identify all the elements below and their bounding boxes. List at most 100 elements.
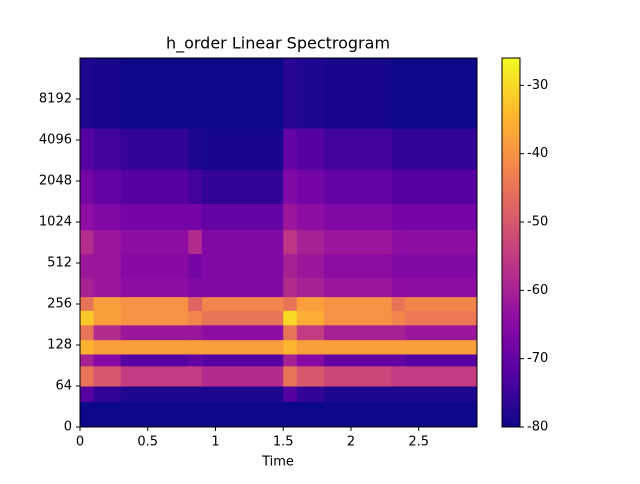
cell: [120, 253, 189, 279]
cell: [188, 169, 203, 205]
cell: [201, 203, 284, 231]
cell: [296, 128, 325, 170]
cell: [201, 169, 284, 205]
cell: [405, 365, 478, 387]
cell: [283, 277, 298, 298]
colorbar-tick-label: -80: [527, 420, 548, 435]
cell: [283, 253, 298, 279]
cell: [93, 353, 122, 367]
cell: [391, 253, 406, 279]
cell: [93, 169, 122, 205]
cell: [391, 401, 406, 428]
cell: [391, 58, 406, 129]
cell: [188, 203, 203, 231]
cell: [120, 169, 189, 205]
cell: [296, 339, 325, 355]
x-tick-label: 2.5: [408, 435, 429, 450]
colorbar-tick-label: -70: [527, 351, 548, 366]
cell: [323, 277, 393, 298]
x-tick-label: 1.5: [273, 435, 294, 450]
cell: [405, 169, 478, 205]
plot-frame: [79, 57, 478, 428]
cell: [188, 365, 203, 387]
cell: [201, 324, 284, 341]
colorbar: [501, 57, 521, 428]
y-tick-label: 256: [47, 297, 72, 312]
cell: [296, 277, 325, 298]
cell: [391, 229, 406, 255]
cell: [323, 58, 393, 129]
x-tick-label: 0: [76, 435, 84, 450]
y-tick-label: 2048: [39, 174, 72, 189]
cell: [296, 229, 325, 255]
cell: [391, 128, 406, 170]
x-axis-label: Time: [261, 455, 294, 470]
cell: [323, 310, 393, 326]
cell: [296, 353, 325, 367]
y-tick-label: 1024: [39, 215, 72, 230]
y-tick-label: 64: [55, 379, 72, 394]
cell: [405, 296, 478, 311]
cell: [323, 353, 393, 367]
cell: [93, 277, 122, 298]
cell: [323, 401, 393, 428]
cell: [120, 296, 189, 311]
cell: [405, 58, 478, 129]
cell: [80, 296, 95, 311]
cell: [405, 277, 478, 298]
cell: [120, 128, 189, 170]
colorbar-tick-label: -60: [527, 283, 548, 298]
cell: [80, 253, 95, 279]
cell: [120, 58, 189, 129]
cell: [201, 229, 284, 255]
x-tick-label: 1: [211, 435, 219, 450]
y-tick-label: 0: [64, 420, 72, 435]
cell: [93, 296, 122, 311]
cell: [120, 401, 189, 428]
cell: [93, 58, 122, 129]
cell: [188, 277, 203, 298]
cell: [188, 296, 203, 311]
spectrogram: [80, 58, 478, 428]
cell: [283, 169, 298, 205]
cell: [93, 310, 122, 326]
cell: [283, 324, 298, 341]
cell: [93, 253, 122, 279]
cell: [296, 310, 325, 326]
cell: [188, 128, 203, 170]
cell: [80, 58, 95, 129]
cell: [188, 310, 203, 326]
cell: [323, 203, 393, 231]
cell: [201, 386, 284, 402]
cell: [323, 169, 393, 205]
cell: [201, 128, 284, 170]
cell: [80, 203, 95, 231]
cell: [188, 353, 203, 367]
cell: [80, 229, 95, 255]
cell: [296, 296, 325, 311]
cell: [188, 324, 203, 341]
cell: [80, 386, 95, 402]
cell: [93, 203, 122, 231]
cell: [120, 386, 189, 402]
cell: [405, 310, 478, 326]
cell: [120, 203, 189, 231]
cell: [283, 310, 298, 326]
y-tick-label: 8192: [39, 92, 72, 107]
x-tick-label: 0.5: [137, 435, 158, 450]
cell: [405, 128, 478, 170]
x-tick-label: 2: [347, 435, 355, 450]
cell: [283, 353, 298, 367]
y-tick-label: 4096: [39, 133, 72, 148]
y-tick-label: 512: [47, 256, 72, 271]
cell: [391, 296, 406, 311]
cell: [391, 386, 406, 402]
cell: [120, 310, 189, 326]
cell: [296, 58, 325, 129]
cell: [391, 324, 406, 341]
cell: [296, 169, 325, 205]
cell: [188, 401, 203, 428]
cell: [405, 253, 478, 279]
cell: [323, 296, 393, 311]
